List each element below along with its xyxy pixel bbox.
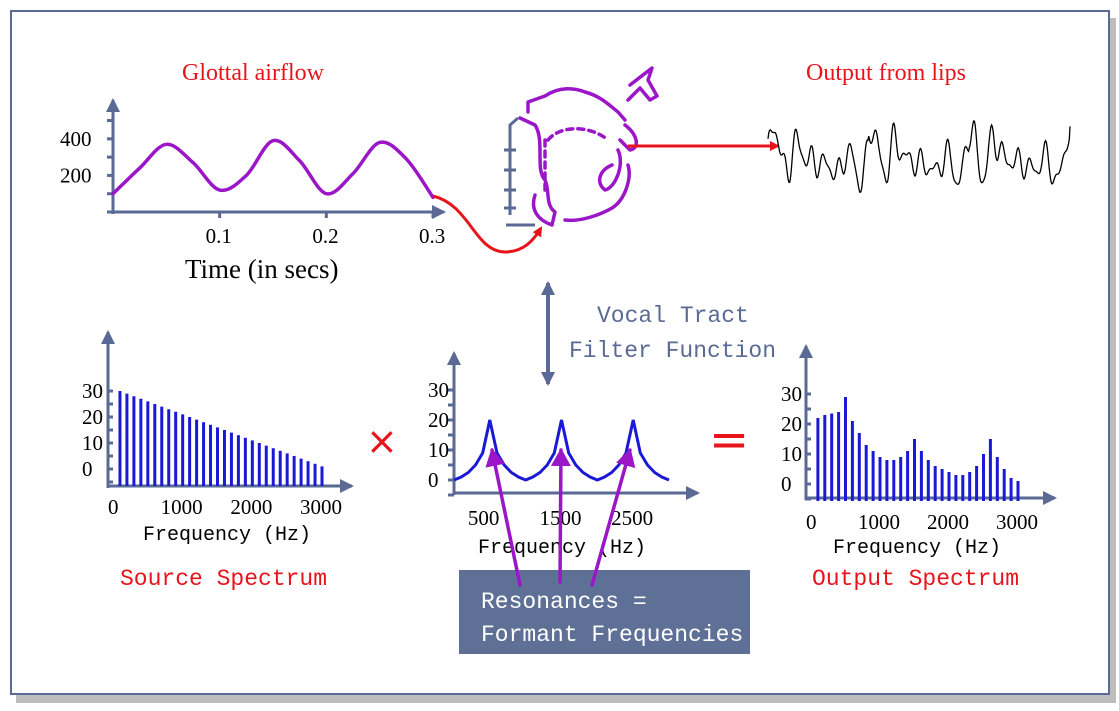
output-xlabel: Frequency (Hz) <box>833 537 1001 560</box>
output-y-tick-label: 30 <box>781 382 802 406</box>
source-x-tick-label: 1000 <box>161 495 203 519</box>
glottal-y-tick-label: 400 <box>60 127 92 151</box>
source-y-tick-label: 20 <box>82 405 103 429</box>
output-lips-title: Output from lips <box>806 60 966 86</box>
filter-y-tick-label: 0 <box>428 468 439 492</box>
formant-arrow-1 <box>485 448 522 587</box>
equals-operator: = <box>709 412 749 468</box>
glottal-x-tick-label: 0.2 <box>312 224 338 248</box>
output-y-tick-label: 0 <box>781 472 792 496</box>
source-y-tick-label: 10 <box>82 431 103 455</box>
output-y-tick-label: 10 <box>781 442 802 466</box>
output-x-tick-label: 2000 <box>927 510 969 534</box>
glottal-waveform <box>111 138 435 200</box>
output-x-tick-label: 1000 <box>858 510 900 534</box>
source-x-tick-label: 0 <box>108 495 119 519</box>
source-x-tick-label: 2000 <box>230 495 272 519</box>
glottal-x-tick-label: 0.3 <box>419 224 445 248</box>
source-x-tick-label: 3000 <box>300 495 342 519</box>
output-x-tick-label: 0 <box>806 510 817 534</box>
formant-arrow-2 <box>550 448 571 584</box>
source-y-tick-label: 0 <box>82 457 93 481</box>
glottal-xlabel: Time (in secs) <box>185 254 339 284</box>
source-spectrum-title: Source Spectrum <box>120 566 327 592</box>
vocal-tract-label-2: Filter Function <box>569 338 776 364</box>
vocal-tract-label-1: Vocal Tract <box>597 303 749 329</box>
vocal-tract-icon <box>504 66 780 227</box>
formant-arrow-3 <box>590 448 636 587</box>
resonances-label-2: Formant Frequencies <box>481 622 743 648</box>
times-operator: × <box>366 419 398 463</box>
glottal-title: Glottal airflow <box>182 60 325 86</box>
output-waveform <box>767 120 1071 194</box>
filter-response-curve <box>453 419 670 482</box>
glottal-y-tick-label: 200 <box>60 163 92 187</box>
source-y-tick-label: 30 <box>82 379 103 403</box>
output-y-tick-label: 20 <box>781 412 802 436</box>
output-spectrum-title: Output Spectrum <box>812 566 1019 592</box>
filter-x-tick-label: 2500 <box>611 506 653 530</box>
filter-y-tick-label: 10 <box>428 438 449 462</box>
resonances-label-1: Resonances = <box>481 589 647 615</box>
glottal-x-tick-label: 0.1 <box>206 224 232 248</box>
output-x-tick-label: 3000 <box>996 510 1038 534</box>
filter-y-tick-label: 20 <box>428 408 449 432</box>
glottis-to-tract-arrow <box>432 194 543 254</box>
filter-x-tick-label: 500 <box>468 506 500 530</box>
resonances-box <box>459 570 750 654</box>
source-xlabel: Frequency (Hz) <box>143 524 311 547</box>
filter-y-tick-label: 30 <box>428 378 449 402</box>
glottal-chart: 400 200 0.1 0.2 0.3 Time (in secs) <box>60 98 446 284</box>
